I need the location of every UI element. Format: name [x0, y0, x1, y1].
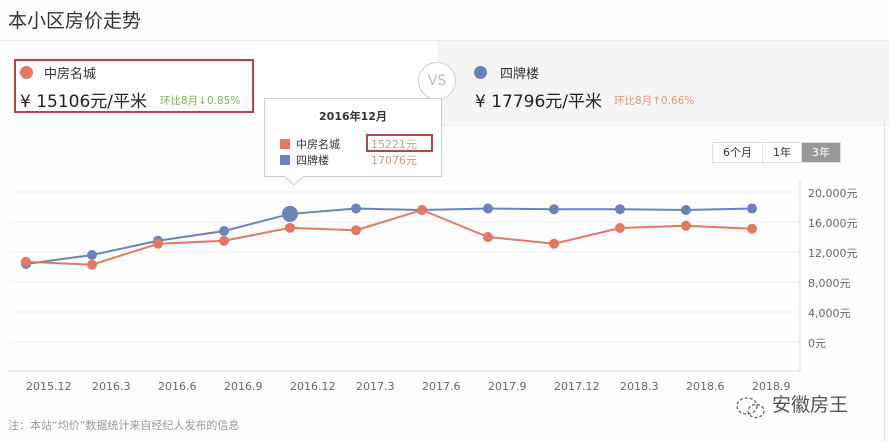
x-tick-label: 2017.12 [554, 380, 600, 393]
range-1-year-button[interactable]: 1年 [763, 143, 802, 162]
data-point[interactable] [351, 225, 361, 236]
right-community-name: 四牌楼 [500, 67, 540, 82]
legend-swatch-icon [280, 155, 290, 165]
data-point[interactable] [219, 226, 229, 236]
x-tick-label: 2015.12 [26, 380, 72, 393]
data-point[interactable] [87, 259, 97, 270]
left-community-name: 中房名城 [44, 67, 97, 82]
y-tick-label: 20,000元 [808, 187, 858, 200]
data-point[interactable] [615, 204, 625, 215]
data-point[interactable] [549, 238, 559, 249]
data-point[interactable] [615, 223, 625, 233]
data-point[interactable] [747, 223, 757, 234]
divider [884, 120, 885, 441]
tooltip-series-value: 15221元 [371, 138, 417, 151]
page-title: 本小区房价走势 [8, 10, 142, 32]
data-point[interactable] [351, 203, 361, 214]
left-price: ¥ 15106元/平米 [20, 92, 148, 112]
data-point[interactable] [549, 204, 559, 215]
x-tick-label: 2018.3 [620, 380, 659, 393]
x-tick-label: 2016.6 [158, 380, 197, 393]
watermark-text: 安徽房王 [772, 394, 849, 416]
highlight-box [366, 134, 433, 152]
range-6-months-button[interactable]: 6个月 [713, 143, 763, 162]
right-change: 环比8月↑0.66% [614, 95, 695, 107]
tooltip-pointer [284, 176, 304, 186]
data-point[interactable] [285, 222, 295, 233]
left-change: 环比8月↓0.85% [160, 95, 241, 107]
data-point[interactable] [219, 235, 229, 246]
x-tick-label: 2016.3 [92, 380, 131, 393]
data-point[interactable] [417, 205, 427, 215]
compare-right-panel[interactable] [438, 41, 889, 126]
data-point[interactable] [747, 203, 757, 214]
data-point[interactable] [282, 205, 298, 222]
range-3-years-button[interactable]: 3年 [802, 143, 840, 162]
highlight-box [14, 59, 254, 113]
x-tick-label: 2018.9 [752, 380, 791, 393]
tooltip-title: 2016年12月 [319, 110, 387, 123]
footnote: 注：本站“均价”数据统计来自经纪人发布的信息 [8, 419, 240, 432]
x-tick-label: 2018.6 [686, 380, 725, 393]
series-line [25, 208, 753, 266]
x-tick-label: 2016.12 [290, 380, 336, 393]
data-point[interactable] [483, 203, 493, 214]
right-price: ¥ 17796元/平米 [475, 92, 603, 112]
divider [0, 40, 889, 41]
data-point[interactable] [21, 256, 31, 267]
legend-swatch-icon [280, 139, 290, 149]
tooltip-series-name: 四牌楼 [296, 154, 329, 167]
data-point[interactable] [153, 238, 163, 249]
x-tick-label: 2017.6 [422, 380, 461, 393]
y-tick-label: 12,000元 [808, 247, 858, 260]
left-series-dot-icon [20, 66, 33, 79]
y-tick-label: 4,000元 [808, 307, 851, 320]
x-tick-label: 2017.3 [356, 380, 395, 393]
series-line [25, 207, 753, 265]
range-selector: 6个月 1年 3年 [712, 142, 841, 163]
tooltip-series-value: 17076元 [371, 154, 417, 167]
y-tick-label: 16,000元 [808, 217, 858, 230]
x-tick-label: 2016.9 [224, 380, 263, 393]
wechat-icon [736, 397, 765, 419]
y-tick-label: 8,000元 [808, 277, 851, 290]
data-point[interactable] [87, 250, 97, 260]
chart-tooltip: 2016年12月 中房名城 15221元 四牌楼 17076元 [264, 98, 442, 177]
data-point[interactable] [483, 232, 493, 242]
tooltip-series-name: 中房名城 [296, 138, 340, 151]
data-point[interactable] [681, 220, 691, 231]
data-point[interactable] [681, 205, 691, 215]
x-tick-label: 2017.9 [488, 380, 527, 393]
right-series-dot-icon [474, 66, 487, 79]
y-tick-label: 0元 [808, 337, 826, 350]
